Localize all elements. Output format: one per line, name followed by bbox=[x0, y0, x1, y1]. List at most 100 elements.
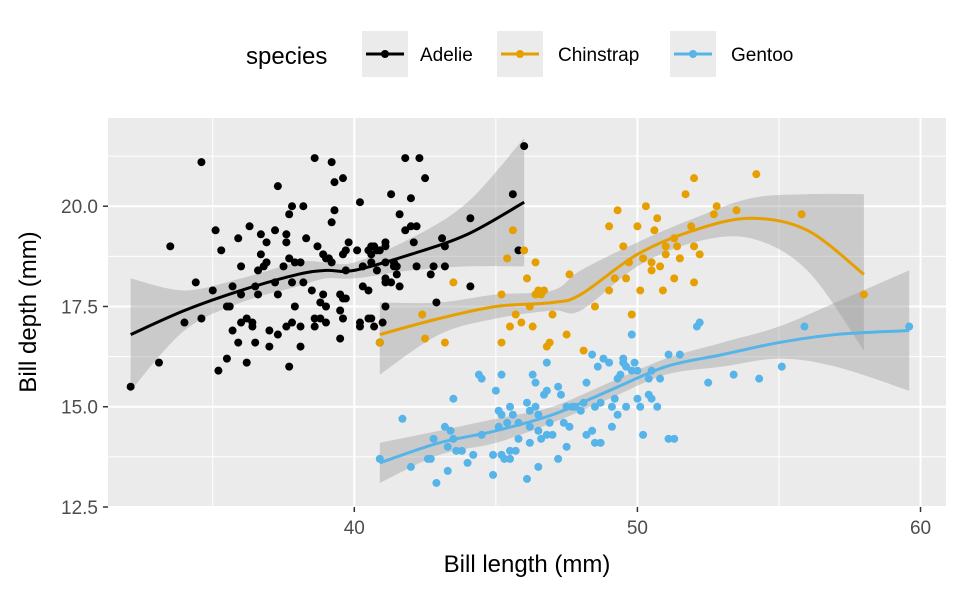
point-chinstrap bbox=[647, 266, 656, 275]
y-tick-label: 20.0 bbox=[61, 197, 98, 218]
point-gentoo bbox=[497, 410, 506, 419]
point-gentoo bbox=[443, 442, 452, 451]
point-gentoo bbox=[469, 450, 478, 459]
point-gentoo bbox=[619, 354, 628, 363]
point-adelie bbox=[316, 314, 325, 323]
point-gentoo bbox=[627, 330, 636, 339]
point-adelie bbox=[290, 302, 299, 311]
point-gentoo bbox=[506, 454, 515, 463]
point-gentoo bbox=[523, 474, 531, 483]
point-adelie bbox=[438, 234, 447, 243]
point-adelie bbox=[271, 226, 280, 235]
point-gentoo bbox=[525, 438, 534, 447]
point-chinstrap bbox=[497, 338, 506, 347]
point-gentoo bbox=[542, 358, 551, 367]
point-adelie bbox=[296, 322, 305, 331]
point-adelie bbox=[392, 262, 401, 271]
point-gentoo bbox=[463, 458, 472, 467]
point-chinstrap bbox=[590, 302, 599, 311]
point-chinstrap bbox=[497, 290, 506, 299]
point-adelie bbox=[387, 190, 396, 199]
smooth-line-adelie bbox=[130, 200, 525, 336]
point-chinstrap bbox=[695, 250, 704, 259]
point-adelie bbox=[395, 210, 404, 219]
point-gentoo bbox=[523, 398, 531, 407]
grid-minor bbox=[108, 118, 946, 507]
point-chinstrap bbox=[627, 310, 636, 319]
point-gentoo bbox=[545, 418, 554, 427]
point-gentoo bbox=[489, 470, 498, 479]
point-chinstrap bbox=[641, 202, 650, 211]
point-chinstrap bbox=[503, 254, 512, 263]
point-adelie bbox=[313, 242, 322, 251]
point-gentoo bbox=[582, 378, 591, 387]
point-adelie bbox=[254, 290, 263, 299]
point-chinstrap bbox=[565, 270, 574, 279]
point-adelie bbox=[180, 318, 189, 327]
point-adelie bbox=[341, 294, 350, 303]
smooth-lines bbox=[130, 200, 910, 465]
point-gentoo bbox=[599, 354, 608, 363]
point-chinstrap bbox=[681, 190, 690, 199]
point-chinstrap bbox=[511, 310, 520, 319]
point-gentoo bbox=[605, 358, 614, 367]
point-gentoo bbox=[457, 446, 466, 455]
point-chinstrap bbox=[670, 274, 679, 283]
point-adelie bbox=[237, 318, 246, 327]
data-points bbox=[126, 142, 914, 487]
point-adelie bbox=[273, 182, 282, 191]
point-adelie bbox=[251, 338, 260, 347]
point-gentoo bbox=[537, 434, 546, 443]
point-adelie bbox=[321, 302, 330, 311]
point-gentoo bbox=[426, 454, 435, 463]
point-chinstrap bbox=[613, 206, 622, 215]
point-gentoo bbox=[800, 322, 809, 331]
point-adelie bbox=[154, 358, 163, 367]
point-gentoo bbox=[622, 402, 631, 411]
point-adelie bbox=[401, 154, 410, 163]
point-adelie bbox=[336, 306, 345, 315]
point-adelie bbox=[406, 194, 415, 203]
point-adelie bbox=[208, 286, 217, 295]
point-gentoo bbox=[477, 374, 486, 383]
point-chinstrap bbox=[421, 334, 430, 343]
point-adelie bbox=[256, 250, 265, 259]
point-gentoo bbox=[534, 426, 543, 435]
point-adelie bbox=[290, 258, 299, 267]
point-gentoo bbox=[534, 410, 543, 419]
point-adelie bbox=[381, 238, 390, 247]
point-adelie bbox=[265, 342, 274, 351]
point-chinstrap bbox=[752, 170, 761, 179]
point-adelie bbox=[395, 282, 404, 291]
point-chinstrap bbox=[619, 242, 628, 251]
point-chinstrap bbox=[712, 202, 721, 211]
point-chinstrap bbox=[375, 338, 384, 347]
point-gentoo bbox=[596, 438, 605, 447]
point-chinstrap bbox=[859, 290, 868, 299]
point-gentoo bbox=[590, 438, 599, 447]
point-chinstrap bbox=[520, 246, 529, 255]
point-adelie bbox=[520, 142, 529, 151]
point-adelie bbox=[310, 154, 319, 163]
point-gentoo bbox=[503, 418, 512, 427]
point-adelie bbox=[327, 158, 336, 167]
legend-title: species bbox=[246, 43, 327, 70]
point-gentoo bbox=[616, 370, 625, 379]
point-gentoo bbox=[647, 394, 656, 403]
point-adelie bbox=[288, 278, 297, 287]
point-adelie bbox=[338, 174, 347, 183]
point-adelie bbox=[412, 222, 421, 231]
point-gentoo bbox=[506, 446, 515, 455]
point-adelie bbox=[288, 202, 297, 211]
point-gentoo bbox=[449, 394, 458, 403]
point-adelie bbox=[265, 326, 274, 335]
point-adelie bbox=[364, 314, 373, 323]
confidence-bands bbox=[130, 138, 910, 483]
point-adelie bbox=[338, 314, 347, 323]
point-adelie bbox=[296, 342, 305, 351]
point-gentoo bbox=[556, 390, 565, 399]
point-chinstrap bbox=[508, 226, 517, 235]
legend-item-adelie: Adelie bbox=[362, 31, 473, 77]
point-adelie bbox=[421, 174, 430, 183]
legend-key-point-chinstrap bbox=[516, 50, 524, 58]
